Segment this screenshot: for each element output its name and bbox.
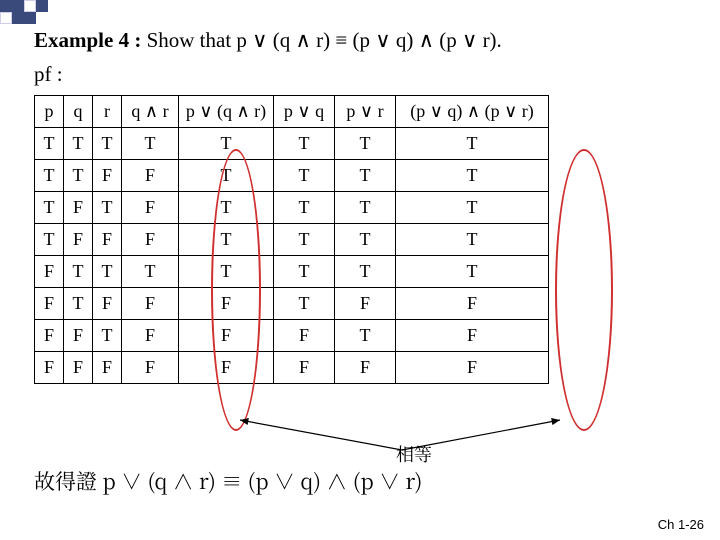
table-cell: T: [396, 255, 549, 287]
table-cell: T: [179, 255, 274, 287]
table-cell: F: [122, 319, 179, 351]
table-cell: T: [274, 159, 335, 191]
table-cell: F: [93, 351, 122, 383]
truth-table: p q r q ∧ r p ∨ (q ∧ r) p ∨ q p ∨ r (p ∨…: [34, 95, 549, 384]
table-cell: F: [64, 191, 93, 223]
table-cell: T: [335, 159, 396, 191]
table-cell: F: [122, 159, 179, 191]
table-cell: F: [93, 159, 122, 191]
table-header-row: p q r q ∧ r p ∨ (q ∧ r) p ∨ q p ∨ r (p ∨…: [35, 95, 549, 127]
example-statement: Example 4 : Show that p ∨ (q ∧ r) ≡ (p ∨…: [34, 26, 700, 54]
table-cell: T: [93, 127, 122, 159]
table-cell: F: [179, 319, 274, 351]
table-cell: F: [274, 351, 335, 383]
table-cell: T: [179, 127, 274, 159]
table-cell: T: [179, 159, 274, 191]
corner-decoration: [0, 0, 120, 24]
table-cell: T: [35, 191, 64, 223]
slide-number: Ch 1-26: [658, 517, 704, 532]
table-row: FTTTTTTT: [35, 255, 549, 287]
table-cell: F: [122, 287, 179, 319]
table-cell: T: [396, 191, 549, 223]
example-equation: Show that p ∨ (q ∧ r) ≡ (p ∨ q) ∧ (p ∨ r…: [147, 28, 502, 52]
table-row: TFTFTTTT: [35, 191, 549, 223]
table-row: TTTTTTTT: [35, 127, 549, 159]
equal-label: 相等: [396, 441, 432, 467]
table-cell: T: [335, 319, 396, 351]
table-cell: T: [64, 159, 93, 191]
col-q: q: [64, 95, 93, 127]
table-cell: T: [274, 191, 335, 223]
table-cell: T: [274, 287, 335, 319]
table-row: FFTFFFTF: [35, 319, 549, 351]
col-and: (p ∨ q) ∧ (p ∨ r): [396, 95, 549, 127]
table-cell: F: [93, 223, 122, 255]
table-row: TFFFTTTT: [35, 223, 549, 255]
conclusion: 故得證 p ∨ (q ∧ r) ≡ (p ∨ q) ∧ (p ∨ r): [34, 466, 422, 496]
table-cell: T: [335, 127, 396, 159]
table-cell: T: [93, 255, 122, 287]
table-cell: F: [122, 223, 179, 255]
table-cell: F: [122, 351, 179, 383]
col-pvq: p ∨ q: [274, 95, 335, 127]
conclusion-text: 故得證 p ∨ (q ∧ r) ≡ (p ∨ q) ∧ (p ∨ r): [34, 466, 422, 496]
table-cell: T: [35, 127, 64, 159]
table-cell: T: [122, 127, 179, 159]
table-cell: F: [335, 351, 396, 383]
table-cell: T: [179, 191, 274, 223]
col-r: r: [93, 95, 122, 127]
table-row: FTFFFTFF: [35, 287, 549, 319]
table-cell: F: [64, 351, 93, 383]
col-qar: q ∧ r: [122, 95, 179, 127]
table-cell: T: [274, 223, 335, 255]
table-cell: T: [64, 255, 93, 287]
table-cell: T: [35, 159, 64, 191]
table-cell: F: [93, 287, 122, 319]
col-pvr: p ∨ r: [335, 95, 396, 127]
table-cell: T: [64, 287, 93, 319]
table-cell: T: [396, 223, 549, 255]
table-cell: F: [64, 223, 93, 255]
table-cell: T: [274, 127, 335, 159]
table-cell: T: [64, 127, 93, 159]
table-cell: F: [122, 191, 179, 223]
col-p: p: [35, 95, 64, 127]
pf-label: pf :: [34, 60, 700, 88]
table-cell: T: [335, 255, 396, 287]
table-row: FFFFFFFF: [35, 351, 549, 383]
table-cell: T: [274, 255, 335, 287]
table-cell: F: [179, 351, 274, 383]
table-cell: T: [179, 223, 274, 255]
table-cell: T: [35, 223, 64, 255]
table-cell: F: [396, 351, 549, 383]
table-cell: T: [396, 127, 549, 159]
table-cell: F: [274, 319, 335, 351]
table-cell: T: [93, 319, 122, 351]
table-cell: F: [35, 287, 64, 319]
table-cell: T: [396, 159, 549, 191]
table-cell: F: [64, 319, 93, 351]
table-cell: T: [122, 255, 179, 287]
table-cell: F: [335, 287, 396, 319]
table-cell: F: [35, 319, 64, 351]
table-cell: F: [179, 287, 274, 319]
col-pv: p ∨ (q ∧ r): [179, 95, 274, 127]
table-cell: F: [35, 351, 64, 383]
table-cell: F: [35, 255, 64, 287]
example-label: Example 4 :: [34, 28, 147, 52]
table-row: TTFFTTTT: [35, 159, 549, 191]
table-cell: F: [396, 319, 549, 351]
table-cell: T: [335, 191, 396, 223]
table-cell: T: [93, 191, 122, 223]
table-cell: T: [335, 223, 396, 255]
table-cell: F: [396, 287, 549, 319]
